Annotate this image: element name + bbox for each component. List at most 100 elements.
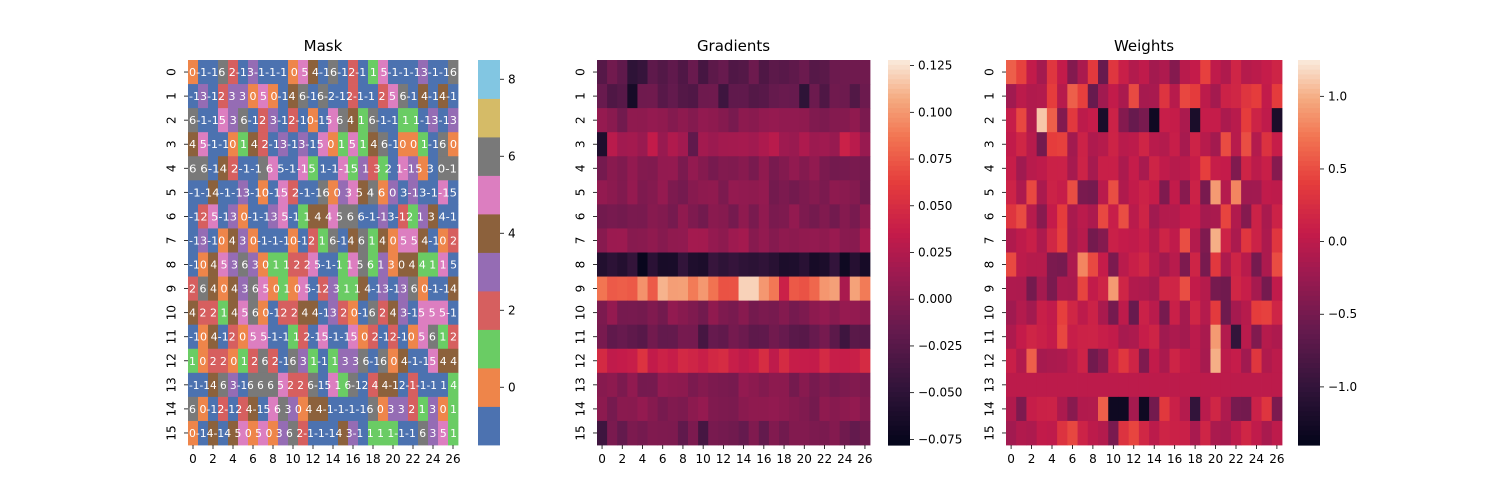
heatmap-cell <box>1220 108 1232 133</box>
heatmap-cell <box>1271 300 1283 326</box>
heatmap-cell <box>597 396 608 422</box>
heatmap-cell <box>1230 228 1242 253</box>
heatmap-cell <box>1098 180 1109 205</box>
heatmap-cell <box>677 108 689 133</box>
heatmap-cell <box>268 324 279 350</box>
heatmap-cell <box>1036 108 1048 133</box>
heatmap-cell <box>318 420 329 446</box>
colorbar-tick-label: −0.050 <box>918 386 962 400</box>
colorbar-segment <box>1298 242 1320 249</box>
colorbar-segment <box>478 175 500 215</box>
heatmap-cell <box>799 396 810 422</box>
heatmap-cell <box>208 276 219 302</box>
y-tick-label: 0 <box>165 68 179 76</box>
heatmap-cell <box>1200 252 1211 277</box>
colorbar-segment <box>1298 146 1320 153</box>
x-tick-label: 6 <box>659 452 667 466</box>
colorbar-segment <box>1298 228 1320 234</box>
heatmap-cell <box>1138 108 1150 133</box>
heatmap-cell <box>188 252 199 277</box>
heatmap-cell <box>308 204 319 229</box>
heatmap-cell <box>1006 228 1017 253</box>
heatmap-cell <box>218 300 229 326</box>
heatmap-cell <box>208 228 219 253</box>
heatmap-cell <box>368 252 379 277</box>
heatmap-cell <box>1098 420 1109 446</box>
colorbar-segment <box>888 79 910 85</box>
heatmap-cell <box>1271 276 1283 302</box>
heatmap-cell <box>1200 132 1211 157</box>
y-tick-label: 12 <box>165 353 179 368</box>
heatmap-cell <box>597 84 608 109</box>
heatmap-cell <box>378 300 389 326</box>
heatmap-cell <box>1098 108 1109 133</box>
heatmap-cell <box>288 372 299 398</box>
heatmap-cell <box>398 276 409 302</box>
heatmap-cell <box>1108 276 1119 302</box>
heatmap-cell <box>1179 132 1191 157</box>
heatmap-cell <box>819 84 830 109</box>
heatmap-cell <box>1006 132 1017 157</box>
heatmap-cell <box>1220 204 1232 229</box>
heatmap-cell <box>1200 348 1211 374</box>
heatmap-cell <box>428 348 439 374</box>
heatmap-cell <box>1026 180 1038 205</box>
heatmap-cell <box>859 252 871 277</box>
cell-annotation-row: -1-14-1-13-10-15 2-1-16 0 3 5 4 6 0 3-13… <box>189 186 457 199</box>
cell-annotation-row: -13-10 4 3 0-1-1-10-12 1 6-14 6 1 4 0 5 … <box>189 234 457 247</box>
heatmap-cell <box>398 300 409 326</box>
heatmap-cell <box>268 156 279 181</box>
heatmap-cell <box>188 60 199 85</box>
heatmap-cell <box>1271 252 1283 277</box>
heatmap-cell <box>1077 348 1089 374</box>
heatmap-cell <box>228 60 239 85</box>
heatmap-cell <box>198 60 209 85</box>
heatmap-cell <box>1169 156 1181 181</box>
heatmap-cell <box>1006 108 1017 133</box>
heatmap-cell <box>1108 156 1119 181</box>
heatmap-cell <box>268 204 279 229</box>
heatmap-cell <box>1128 372 1140 398</box>
colorbar-segment <box>1298 319 1320 326</box>
heatmap-cell <box>408 396 419 422</box>
heatmap-cell <box>1179 60 1191 85</box>
heatmap-cell <box>839 156 851 181</box>
heatmap-cell <box>358 372 369 398</box>
heatmap-cell <box>1118 372 1130 398</box>
heatmap-cell <box>438 156 449 181</box>
heatmap-cell <box>258 156 269 181</box>
cell-annotation-row: 2 6 4 0 4 3 6 5 0 1 0 5-12 3 1 1 4-13-13… <box>189 283 457 296</box>
colorbar-segment <box>1298 108 1320 114</box>
heatmap-cell <box>398 132 409 157</box>
heatmap-cell <box>809 84 820 109</box>
heatmap-cell <box>748 228 760 253</box>
colorbar-segment <box>1298 411 1320 417</box>
colorbar-segment <box>888 84 910 90</box>
heatmap-cell <box>637 372 648 398</box>
heatmap-cell <box>617 300 628 326</box>
heatmap-cell <box>1026 276 1038 302</box>
heatmap-cell <box>708 132 719 157</box>
heatmap-cell <box>667 300 679 326</box>
heatmap-cell <box>789 300 800 326</box>
heatmap-cell <box>258 204 269 229</box>
heatmap-cell <box>408 180 419 205</box>
heatmap-cell <box>637 276 648 302</box>
colorbar-segment <box>478 368 500 407</box>
heatmap-cell <box>768 84 780 109</box>
heatmap-cell <box>1118 348 1130 374</box>
heatmap-cell <box>839 300 851 326</box>
x-tick-label: 24 <box>1249 452 1264 466</box>
colorbar-segment <box>888 175 910 181</box>
heatmap-cell <box>728 300 739 326</box>
heatmap-cell <box>208 252 219 277</box>
heatmap-cell <box>1138 324 1150 350</box>
heatmap-cell <box>1241 204 1252 229</box>
heatmap-cell <box>1190 108 1201 133</box>
heatmap-cell <box>617 276 628 302</box>
heatmap-cell <box>677 228 689 253</box>
heatmap-cell <box>597 204 608 229</box>
heatmap-cell <box>627 324 638 350</box>
heatmap-cell <box>318 60 329 85</box>
